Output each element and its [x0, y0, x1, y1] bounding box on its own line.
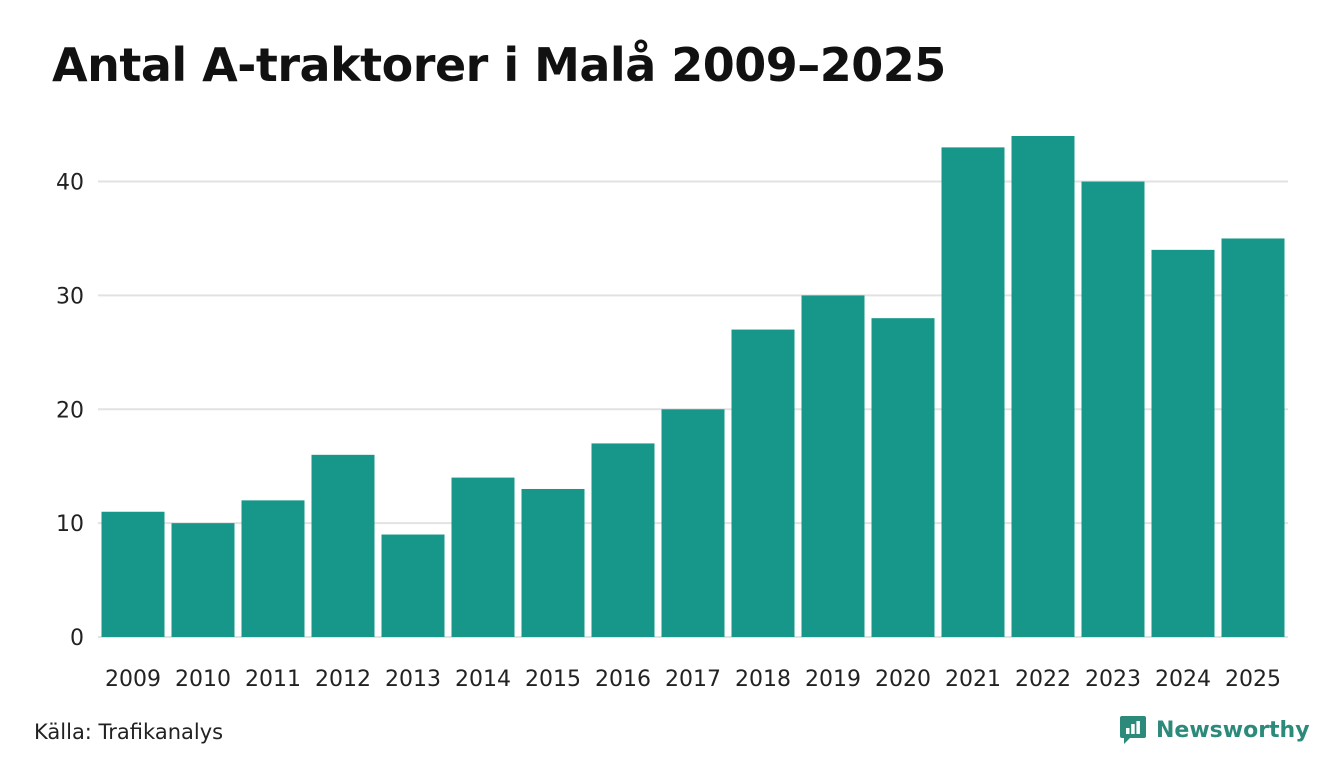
y-tick-label: 20 [56, 398, 84, 423]
brand-logo: Newsworthy [1118, 714, 1310, 746]
x-tick-label: 2009 [105, 667, 161, 692]
x-tick-label: 2017 [665, 667, 721, 692]
x-tick-label: 2018 [735, 667, 791, 692]
bar-2023 [1081, 181, 1145, 637]
bar-2012 [311, 454, 375, 637]
y-tick-label: 0 [70, 626, 84, 651]
bar-2013 [381, 534, 445, 637]
x-tick-label: 2010 [175, 667, 231, 692]
bar-2020 [871, 318, 935, 637]
bar-2009 [101, 511, 165, 637]
bars [101, 136, 1285, 638]
bar-2022 [1011, 136, 1075, 637]
y-tick-label: 10 [56, 512, 84, 537]
y-tick-label: 30 [56, 284, 84, 309]
x-tick-label: 2016 [595, 667, 651, 692]
x-tick-label: 2015 [525, 667, 581, 692]
x-axis-tick-labels: 2009 2010 2011 2012 2013 2014 2015 2016 2017 2018… [105, 667, 1281, 692]
bar-2015 [521, 488, 585, 637]
chart-title: Antal A-traktorer i Malå 2009–2025 [52, 38, 946, 92]
x-tick-label: 2024 [1155, 667, 1211, 692]
bar-2025 [1221, 238, 1285, 637]
y-axis-tick-labels: 0 10 20 30 40 [56, 171, 84, 651]
x-tick-label: 2014 [455, 667, 511, 692]
x-tick-label: 2011 [245, 667, 301, 692]
source-note: Källa: Trafikanalys [34, 720, 224, 744]
x-tick-label: 2012 [315, 667, 371, 692]
bar-2018 [731, 329, 795, 637]
x-tick-label: 2020 [875, 667, 931, 692]
bar-2017 [661, 409, 725, 637]
bar-2019 [801, 295, 865, 637]
x-tick-label: 2019 [805, 667, 861, 692]
x-tick-label: 2022 [1015, 667, 1071, 692]
x-tick-label: 2013 [385, 667, 441, 692]
bar-2016 [591, 443, 655, 637]
bar-2014 [451, 477, 515, 637]
bar-2021 [941, 147, 1005, 638]
brand-name: Newsworthy [1156, 717, 1310, 743]
bar-2024 [1151, 249, 1215, 637]
x-tick-label: 2025 [1225, 667, 1281, 692]
y-tick-label: 40 [56, 171, 84, 196]
newsworthy-logo-icon [1118, 714, 1148, 746]
x-tick-label: 2021 [945, 667, 1001, 692]
bar-2011 [241, 500, 305, 637]
bar-2010 [171, 523, 235, 637]
x-tick-label: 2023 [1085, 667, 1141, 692]
